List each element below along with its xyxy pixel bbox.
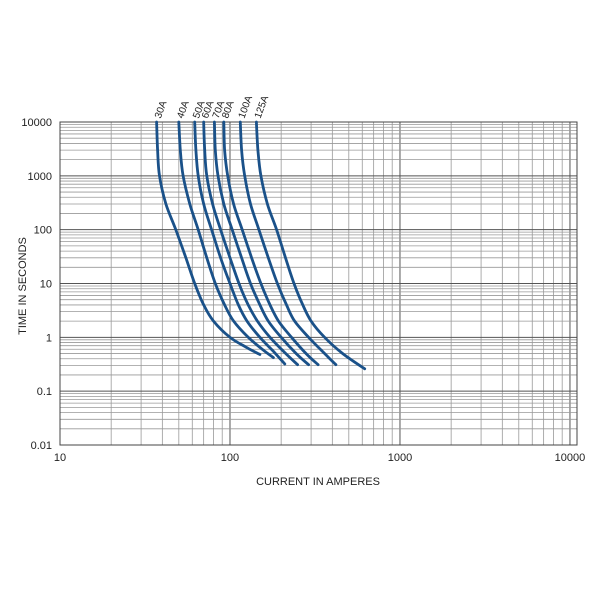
y-tick-label: 1000 — [28, 171, 52, 183]
series-line-80A — [222, 120, 320, 367]
series-line-50A — [193, 120, 287, 366]
series-label-30A: 30A — [153, 99, 170, 120]
x-tick-label: 10000 — [555, 452, 586, 464]
series-line-60A — [202, 120, 299, 367]
series-label-125A: 125A — [253, 94, 271, 120]
y-tick-label: 10 — [40, 279, 52, 291]
plot-frame — [59, 121, 578, 446]
series-label-40A: 40A — [175, 99, 192, 120]
x-tick-label: 1000 — [388, 452, 412, 464]
y-tick-label: 1 — [46, 332, 52, 344]
series-line-125A — [254, 120, 367, 371]
y-axis-title: TIME IN SECONDS — [17, 237, 29, 335]
y-tick-label: 100 — [34, 225, 52, 237]
series-line-40A — [177, 120, 275, 359]
series-line-30A — [155, 120, 262, 356]
grid — [59, 121, 578, 446]
y-tick-label: 0.1 — [37, 386, 52, 398]
x-tick-label: 10 — [54, 452, 66, 464]
series-line-100A — [238, 120, 338, 367]
series-line-70A — [213, 120, 310, 367]
series-lines — [155, 120, 367, 371]
y-tick-label: 0.01 — [31, 440, 52, 452]
x-axis-title: CURRENT IN AMPERES — [256, 476, 380, 488]
x-tick-label: 100 — [221, 452, 239, 464]
y-tick-label: 10000 — [21, 117, 52, 129]
tick-labels: 10 100 1000 10000 10000 1000 100 10 1 0.1 0.01 — [21, 117, 585, 464]
